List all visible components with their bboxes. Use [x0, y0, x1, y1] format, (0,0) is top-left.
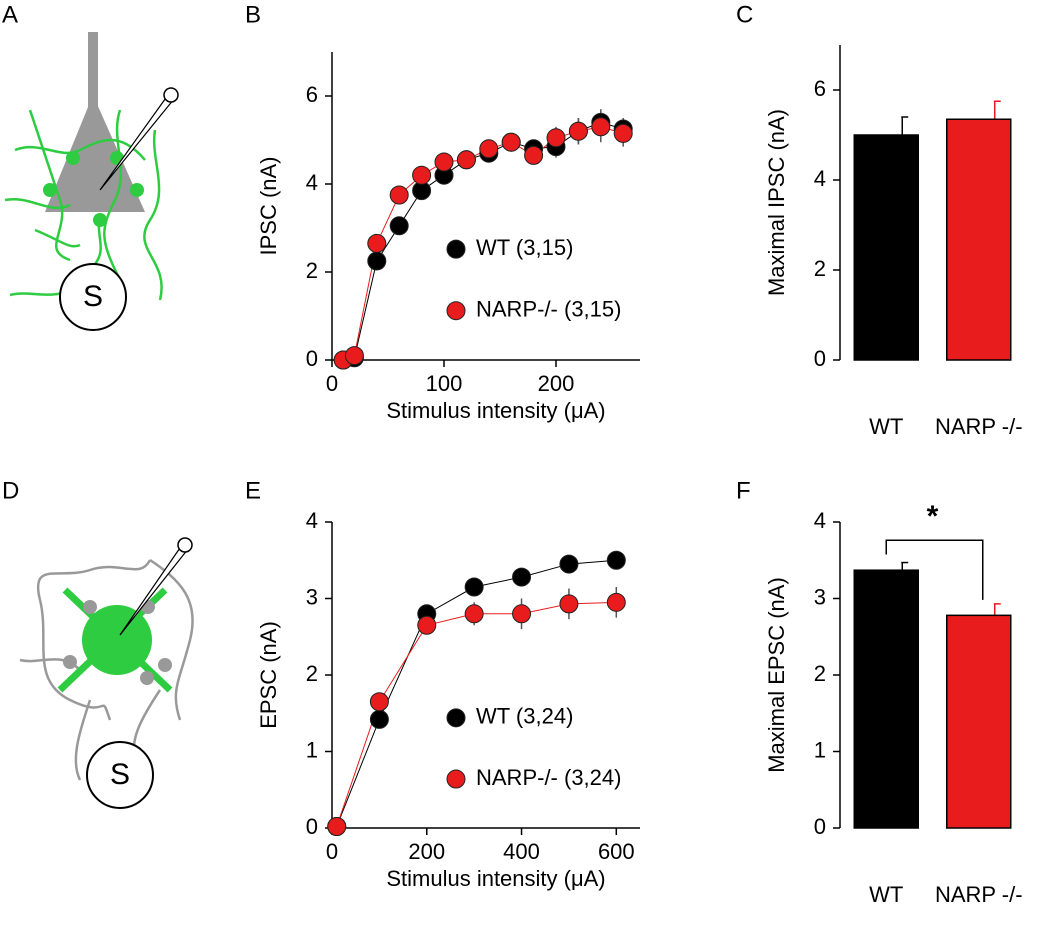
y-tick-label: 0: [814, 814, 826, 839]
y-tick-label: 1: [814, 737, 826, 762]
x-tick-label: 0: [326, 371, 338, 396]
data-point: [479, 139, 499, 159]
y-tick-label: 6: [814, 76, 826, 101]
y-tick-label: 0: [306, 814, 318, 839]
panel-letter: A: [2, 1, 18, 28]
stimulator-label: S: [110, 758, 130, 791]
y-tick-label: 2: [814, 661, 826, 686]
significance-marker: *: [927, 500, 939, 533]
data-point: [559, 594, 579, 614]
data-point: [606, 550, 626, 570]
y-tick-label: 4: [306, 170, 318, 195]
legend-label: NARP-/- (3,24): [476, 765, 621, 790]
panel-letter: F: [736, 477, 751, 504]
legend-label: NARP-/- (3,15): [476, 297, 621, 322]
diagram-d: S: [19, 537, 194, 809]
x-tick-label: NARP -/-: [935, 414, 1023, 439]
data-point: [367, 251, 387, 271]
bar: [946, 118, 1012, 361]
y-tick-label: 1: [306, 737, 318, 762]
x-tick-label: 0: [326, 839, 338, 864]
data-point: [434, 152, 454, 172]
panel-letter: D: [2, 477, 19, 504]
significance-bracket: [885, 539, 984, 600]
data-point: [606, 592, 626, 612]
legend-label: WT (3,24): [476, 704, 573, 729]
bar: [853, 569, 919, 829]
x-axis-title: Stimulus intensity (μA): [386, 398, 605, 423]
stimulator-label: S: [83, 280, 103, 313]
data-point: [524, 145, 544, 165]
legend-marker: [446, 769, 466, 789]
y-tick-label: 0: [306, 346, 318, 371]
data-point: [464, 577, 484, 597]
data-point: [369, 692, 389, 712]
y-tick-label: 4: [814, 508, 826, 533]
x-axis-title: Stimulus intensity (μA): [386, 866, 605, 891]
y-tick-label: 2: [814, 256, 826, 281]
panel-letter: B: [245, 1, 261, 28]
data-point: [512, 604, 532, 624]
legend-marker: [446, 239, 466, 259]
x-tick-label: 400: [503, 839, 540, 864]
data-point: [389, 216, 409, 236]
data-point: [327, 816, 347, 836]
x-tick-label: 600: [598, 839, 635, 864]
legend-label: WT (3,15): [476, 235, 573, 260]
data-point: [464, 604, 484, 624]
bar: [946, 614, 1012, 829]
x-tick-label: 200: [408, 839, 445, 864]
y-tick-label: 3: [814, 584, 826, 609]
data-point: [369, 709, 389, 729]
y-tick-label: 4: [306, 508, 318, 533]
data-point: [412, 165, 432, 185]
data-point: [512, 567, 532, 587]
y-tick-label: 2: [306, 258, 318, 283]
data-point: [344, 346, 364, 366]
y-tick-label: 4: [814, 166, 826, 191]
data-point: [417, 615, 437, 635]
bar: [853, 134, 919, 361]
x-tick-label: WT: [869, 414, 903, 439]
y-tick-label: 6: [306, 82, 318, 107]
y-tick-label: 0: [814, 346, 826, 371]
data-point: [546, 128, 566, 148]
data-point: [559, 554, 579, 574]
data-point: [456, 150, 476, 170]
data-point: [591, 117, 611, 137]
y-axis-title: Maximal IPSC (nA): [764, 109, 789, 296]
x-tick-label: WT: [869, 882, 903, 907]
x-tick-label: 200: [538, 371, 575, 396]
panel-letter: C: [736, 1, 753, 28]
y-axis-title: EPSC (nA): [256, 621, 281, 729]
x-tick-label: 100: [426, 371, 463, 396]
legend-marker: [446, 301, 466, 321]
panel-letter: E: [245, 477, 261, 504]
diagram-a: S: [4, 32, 179, 331]
y-axis-title: IPSC (nA): [256, 156, 281, 255]
data-point: [367, 233, 387, 253]
data-point: [501, 132, 521, 152]
data-point: [568, 121, 588, 141]
y-tick-label: 2: [306, 661, 318, 686]
legend-marker: [446, 708, 466, 728]
data-point: [613, 123, 633, 143]
y-axis-title: Maximal EPSC (nA): [764, 577, 789, 773]
y-tick-label: 3: [306, 584, 318, 609]
data-point: [389, 185, 409, 205]
x-tick-label: NARP -/-: [935, 882, 1023, 907]
